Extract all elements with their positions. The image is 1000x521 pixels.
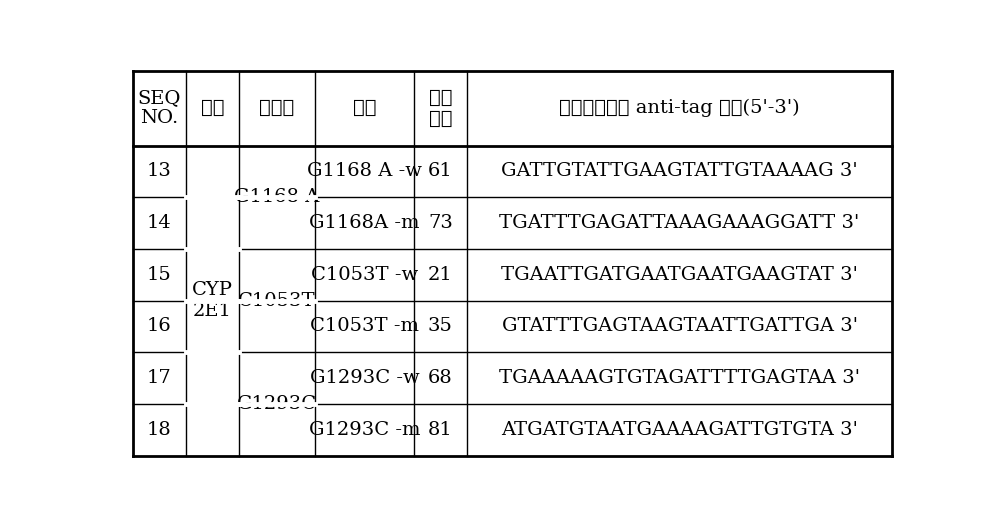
- Text: 16: 16: [147, 317, 172, 336]
- Text: 21: 21: [428, 266, 453, 284]
- Text: C1053T: C1053T: [238, 292, 316, 309]
- Text: GTATTTGAGTAAGTAATTGATTGA 3': GTATTTGAGTAAGTAATTGATTGA 3': [502, 317, 858, 336]
- Text: SEQ
NO.: SEQ NO.: [138, 89, 181, 128]
- Text: G1293C: G1293C: [237, 395, 317, 413]
- Text: ATGATGTAATGAAAAGATTGTGTA 3': ATGATGTAATGAAAAGATTGTGTA 3': [501, 421, 858, 439]
- Text: 81: 81: [428, 421, 453, 439]
- Text: 15: 15: [147, 266, 172, 284]
- Text: 35: 35: [428, 317, 453, 336]
- Text: 17: 17: [147, 369, 172, 387]
- Text: G1168 A: G1168 A: [234, 188, 320, 206]
- Text: 68: 68: [428, 369, 453, 387]
- Text: 13: 13: [147, 163, 172, 180]
- Text: G1168 A -w: G1168 A -w: [307, 163, 422, 180]
- Text: TGAAAAAGTGTAGATTTTGAGTAA 3': TGAAAAAGTGTAGATTTTGAGTAA 3': [499, 369, 860, 387]
- Text: TGAATTGATGAATGAATGAAGTAT 3': TGAATTGATGAATGAATGAAGTAT 3': [501, 266, 858, 284]
- Text: G1293C -m: G1293C -m: [309, 421, 420, 439]
- Text: 61: 61: [428, 163, 453, 180]
- Text: 类型: 类型: [353, 99, 376, 117]
- Text: 基因型: 基因型: [259, 99, 295, 117]
- Text: G1293C -w: G1293C -w: [310, 369, 419, 387]
- Text: GATTGTATTGAAGTATTGTAAAAG 3': GATTGTATTGAAGTATTGTAAAAG 3': [501, 163, 858, 180]
- Text: 73: 73: [428, 214, 453, 232]
- Text: CYP
2E1: CYP 2E1: [192, 281, 233, 320]
- Text: G1168A -m: G1168A -m: [309, 214, 420, 232]
- Text: 基因: 基因: [201, 99, 224, 117]
- Text: C1053T -w: C1053T -w: [311, 266, 418, 284]
- Text: 微球上对应的 anti-tag 序列(5'-3'): 微球上对应的 anti-tag 序列(5'-3'): [559, 99, 800, 117]
- Text: 微球
编号: 微球 编号: [429, 89, 452, 128]
- Text: 14: 14: [147, 214, 172, 232]
- Text: 18: 18: [147, 421, 172, 439]
- Text: TGATTTGAGATTAAAGAAAGGATT 3': TGATTTGAGATTAAAGAAAGGATT 3': [499, 214, 860, 232]
- Text: C1053T -m: C1053T -m: [310, 317, 419, 336]
